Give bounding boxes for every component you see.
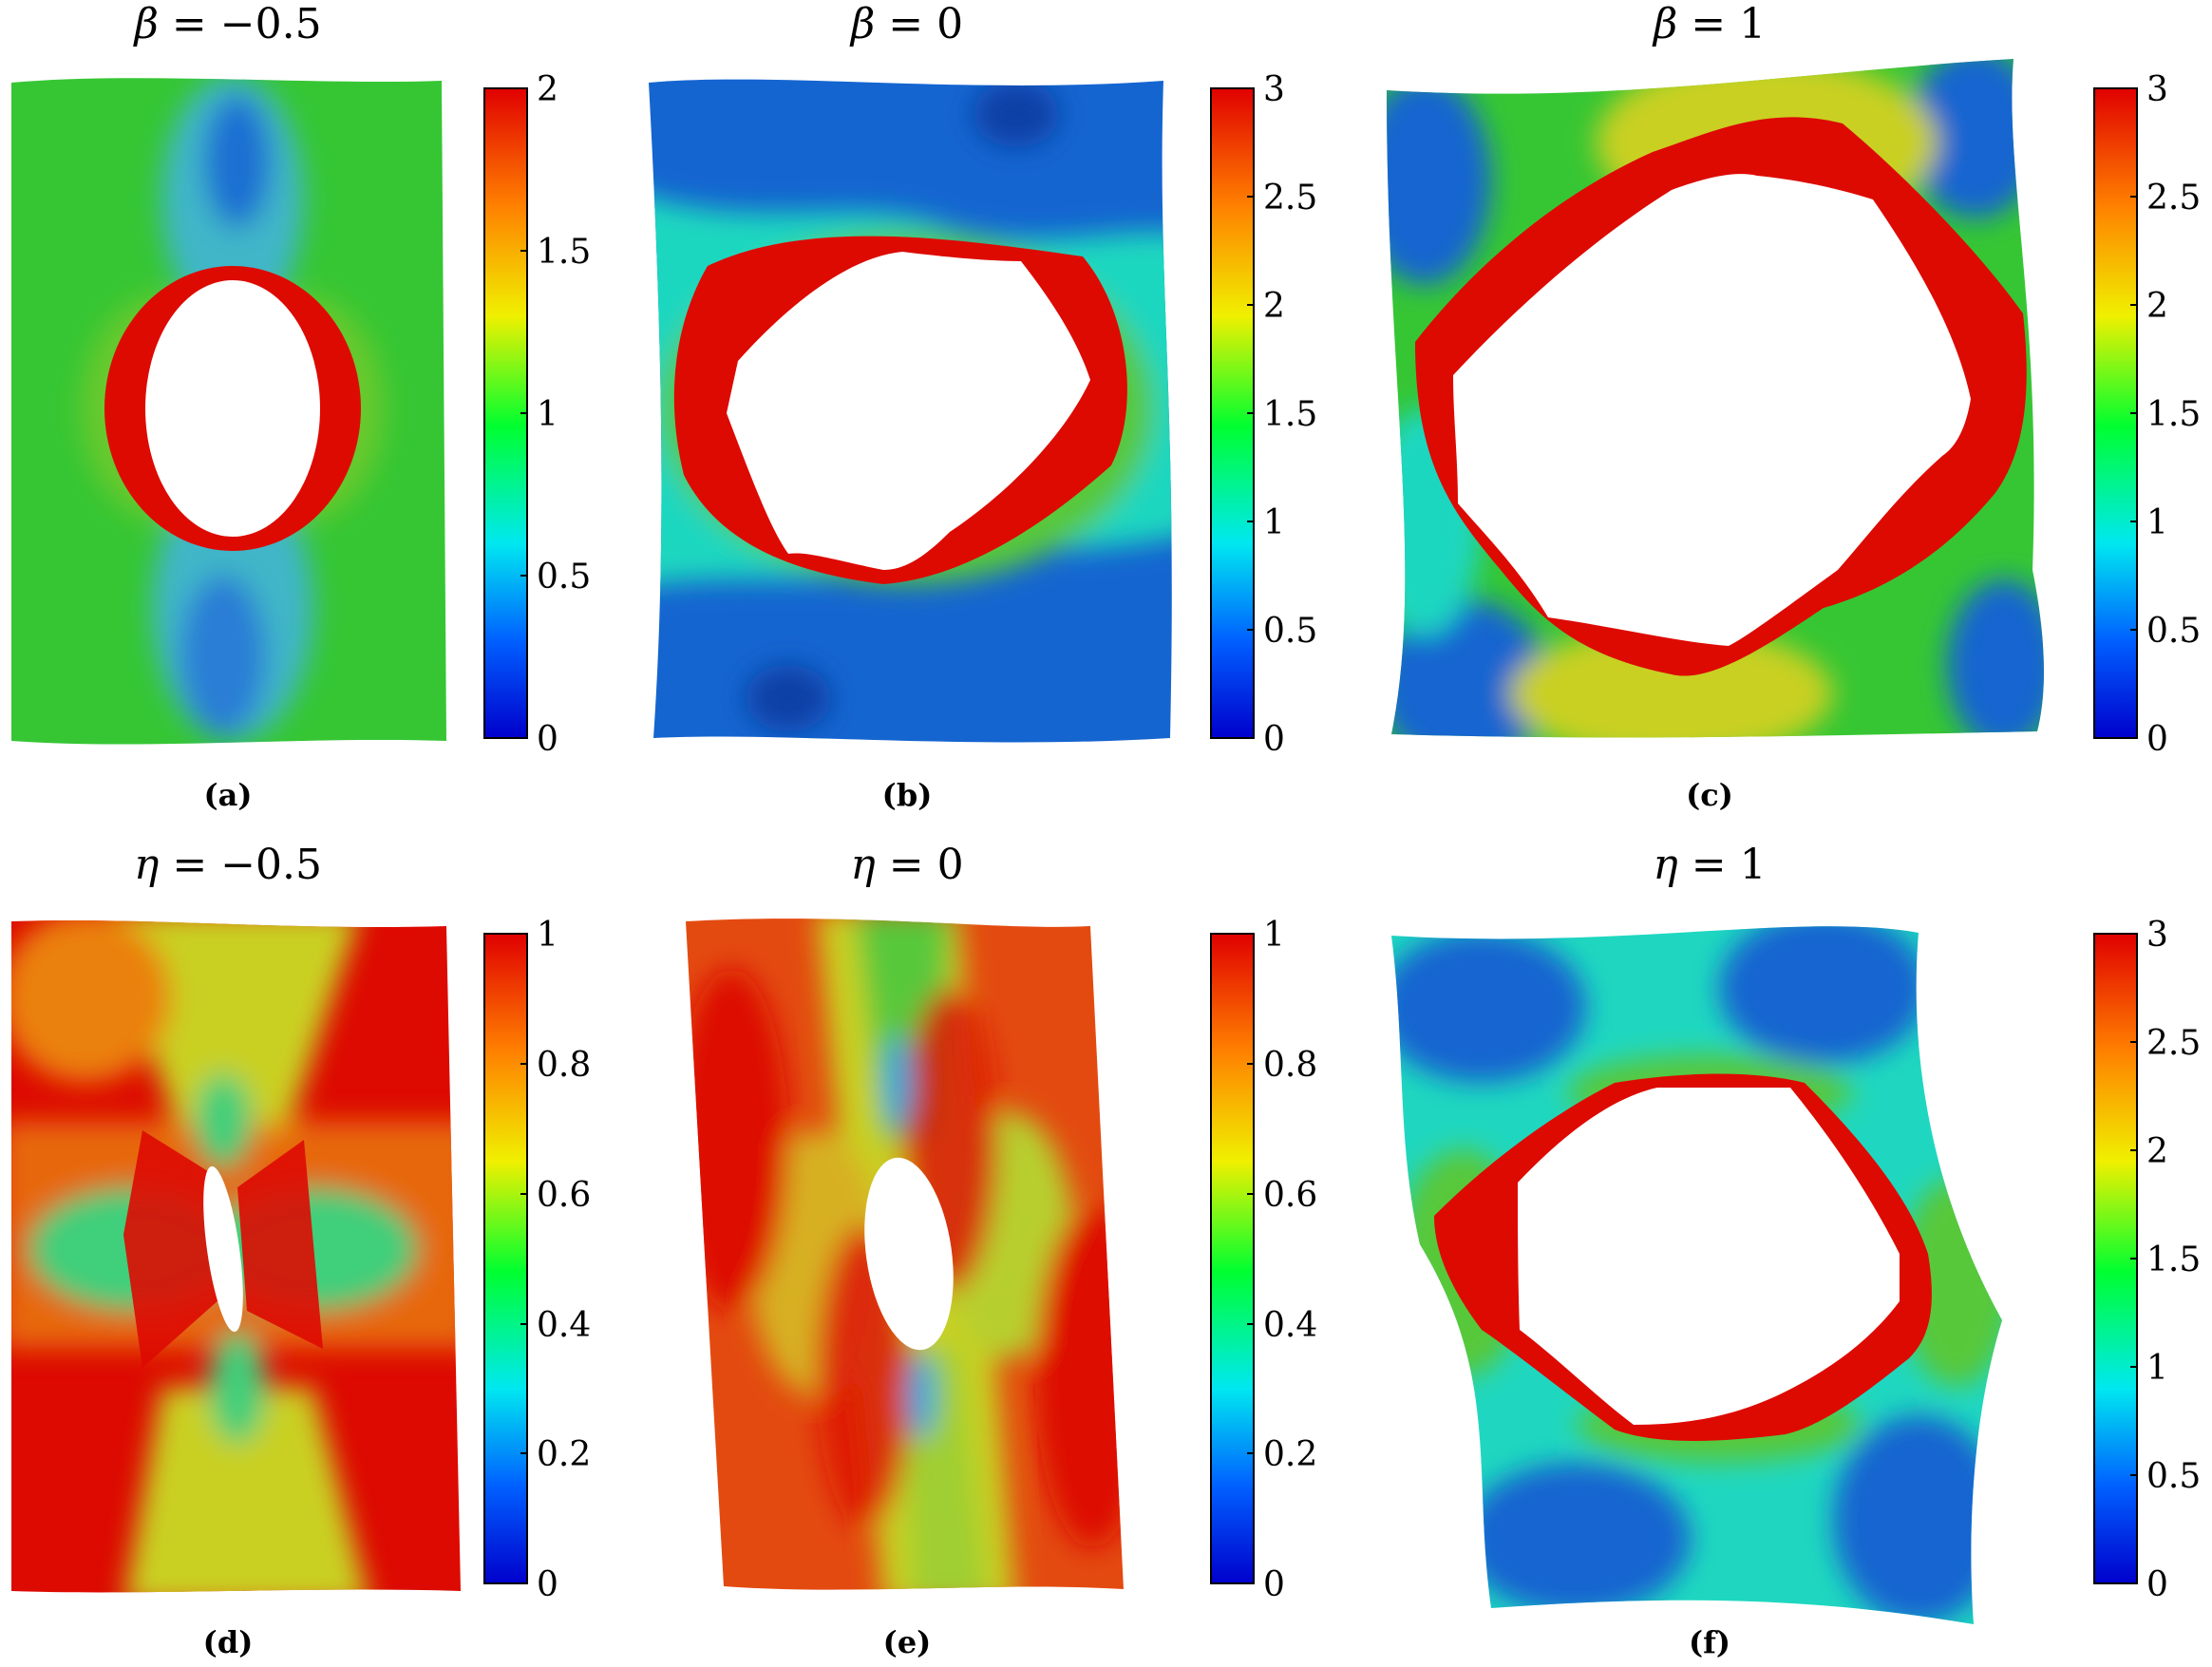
panel-b-tick-0: 0 [1263, 720, 1285, 759]
panel-d-ticks: 0 0.2 0.4 0.6 0.8 1 [520, 916, 591, 1604]
panel-d-caption: (d) [203, 1624, 254, 1660]
panel-f-tick-2: 1 [2146, 1349, 2168, 1388]
panel-f-caption: (f) [1689, 1624, 1730, 1660]
panel-c-tick-4: 2 [2146, 287, 2168, 326]
panel-a-title: β = −0.5 [132, 0, 321, 48]
panel-c-tick-1: 0.5 [2146, 612, 2201, 651]
panel-b-ticks: 0 0.5 1 1.5 2 2.5 3 [1247, 70, 1317, 759]
panel-e-symbol: η [850, 841, 875, 889]
panel-e-tick-2: 0.4 [1263, 1306, 1317, 1345]
panel-a-tick-0: 0 [537, 720, 558, 759]
panel-a-tick-1: 0.5 [537, 558, 591, 597]
panel-c-colorbar [2093, 87, 2138, 739]
panel-a-caption: (a) [203, 777, 252, 813]
panel-b-caption: (b) [882, 777, 933, 813]
panel-e-caption: (e) [883, 1624, 932, 1660]
panel-d-tick-3: 0.6 [537, 1176, 591, 1215]
panel-e-field [686, 919, 1124, 1590]
panel-c-tick-2: 1 [2146, 503, 2168, 542]
panel-c-tick-6: 3 [2146, 70, 2168, 109]
panel-d-tick-4: 0.8 [537, 1046, 591, 1085]
panel-d-tick-5: 1 [537, 916, 558, 955]
panel-e-tick-1: 0.2 [1263, 1435, 1317, 1474]
panel-c-tick-0: 0 [2146, 720, 2168, 759]
panel-f-tick-3: 1.5 [2146, 1241, 2201, 1279]
panel-a-tick-2: 1 [537, 395, 558, 434]
panel-a-tick-4: 2 [537, 70, 558, 109]
panel-f-tick-4: 2 [2146, 1132, 2168, 1171]
panel-c-value: 1 [1739, 0, 1766, 48]
panel-f-tick-5: 2.5 [2146, 1024, 2201, 1063]
panel-b-tick-5: 2.5 [1263, 179, 1317, 218]
panel-b-value: 0 [936, 0, 963, 48]
panel-d: η = −0.5 0 0.2 [11, 841, 591, 1660]
panel-b: β = 0 0 0.5 1 1.5 2 2.5 [649, 0, 1317, 813]
panel-b-symbol: β [849, 0, 875, 48]
panel-e-tick-5: 1 [1263, 916, 1285, 955]
panel-c-symbol: β [1652, 0, 1677, 48]
panel-a-ticks: 0 0.5 1 1.5 2 [520, 70, 591, 759]
panel-e-tick-0: 0 [1263, 1565, 1285, 1604]
panel-e-colorbar [1210, 933, 1255, 1584]
panel-e-hole [864, 1157, 954, 1351]
panel-a-value: −0.5 [220, 0, 322, 48]
panel-e: η = 0 0 [686, 841, 1317, 1660]
panel-c-hole [1453, 174, 1971, 646]
panel-a-tick-3: 1.5 [537, 233, 591, 272]
panel-d-title: η = −0.5 [134, 841, 322, 889]
panel-d-colorbar [483, 933, 528, 1584]
panel-c-caption: (c) [1686, 777, 1733, 813]
panel-f-tick-1: 0.5 [2146, 1457, 2201, 1496]
panel-e-value: 0 [937, 841, 964, 889]
panel-b-tick-2: 1 [1263, 503, 1285, 542]
panel-e-tick-4: 0.8 [1263, 1046, 1317, 1085]
panel-c-tick-5: 2.5 [2146, 179, 2201, 218]
panel-b-hole [727, 252, 1090, 570]
panel-c-ticks: 0 0.5 1 1.5 2 2.5 3 [2130, 70, 2201, 759]
panel-f-value: 1 [1740, 841, 1767, 889]
panel-b-tick-1: 0.5 [1263, 612, 1317, 651]
panel-d-symbol: η [134, 841, 159, 889]
panel-b-tick-6: 3 [1263, 70, 1285, 109]
panel-f-tick-6: 3 [2146, 916, 2168, 955]
panel-a-symbol: β [132, 0, 158, 48]
panel-c-tick-3: 1.5 [2146, 395, 2201, 434]
panel-b-tick-4: 2 [1263, 287, 1285, 326]
panel-e-ticks: 0 0.2 0.4 0.6 0.8 1 [1247, 916, 1317, 1604]
panel-e-title: η = 0 [850, 841, 963, 889]
panel-f-hole [1518, 1088, 1900, 1425]
panel-d-hole [203, 1165, 243, 1333]
panel-f-ticks: 0 0.5 1 1.5 2 2.5 3 [2130, 916, 2201, 1604]
panel-d-tick-1: 0.2 [537, 1435, 591, 1474]
panel-b-colorbar [1210, 87, 1255, 739]
panel-d-value: −0.5 [220, 841, 322, 889]
panel-a: β = −0.5 0 0.5 1 1.5 2 [11, 0, 591, 813]
panel-b-tick-3: 1.5 [1263, 395, 1317, 434]
panel-c: β = 1 0 0.5 1 [1387, 0, 2201, 813]
panel-d-tick-2: 0.4 [537, 1306, 591, 1345]
panel-c-title: β = 1 [1652, 0, 1766, 48]
panel-f: η = 1 0 0.5 [1391, 841, 2201, 1660]
panel-f-title: η = 1 [1653, 841, 1766, 889]
panel-d-tick-0: 0 [537, 1565, 558, 1604]
panel-e-tick-3: 0.6 [1263, 1176, 1317, 1215]
panel-f-symbol: η [1653, 841, 1677, 889]
panel-a-hole [145, 280, 320, 537]
panel-f-tick-0: 0 [2146, 1565, 2168, 1604]
panel-b-title: β = 0 [849, 0, 963, 48]
